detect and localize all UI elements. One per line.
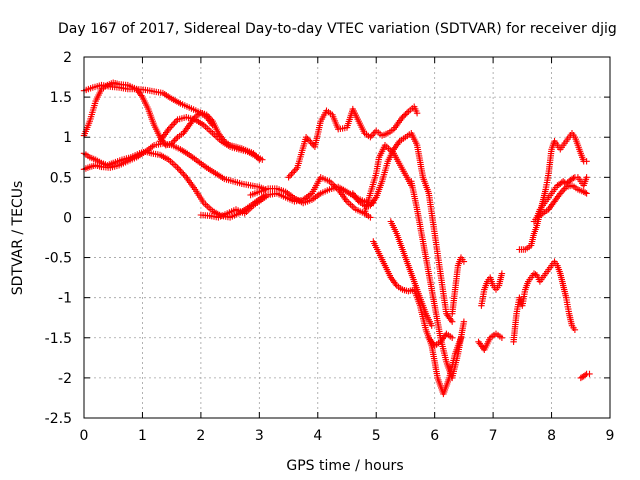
series-4 <box>80 140 269 193</box>
data-point <box>400 112 408 119</box>
x-tick-label: 2 <box>196 428 205 444</box>
data-point <box>168 122 175 130</box>
data-point <box>308 140 316 147</box>
data-point <box>571 326 579 333</box>
series-14 <box>425 330 456 349</box>
series-5 <box>156 114 266 163</box>
data-point <box>399 114 406 121</box>
data-point <box>460 258 468 265</box>
chart-title: Day 167 of 2017, Sidereal Day-to-day VTE… <box>58 21 617 37</box>
data-point <box>180 170 187 178</box>
series-9 <box>349 130 456 325</box>
x-tick-label: 6 <box>430 428 439 444</box>
series-16 <box>475 330 506 353</box>
axis-ticks <box>83 56 611 419</box>
series-17 <box>478 270 506 309</box>
y-tick-label: 0.5 <box>50 170 72 186</box>
data-point <box>449 334 456 341</box>
x-tick-label: 9 <box>606 428 615 444</box>
x-tick-label: 3 <box>255 428 264 444</box>
data-point <box>169 121 177 128</box>
data-point <box>177 167 184 175</box>
data-point <box>289 169 297 176</box>
data-point <box>367 214 374 221</box>
y-tick-label: 2 <box>63 50 72 66</box>
y-tick-label: -2.5 <box>45 411 72 427</box>
y-tick-label: -1.5 <box>45 331 72 347</box>
data-point <box>577 374 584 382</box>
x-tick-label: 8 <box>547 428 556 444</box>
data-point <box>583 158 590 165</box>
x-axis-label: GPS time / hours <box>286 458 403 474</box>
data-point <box>285 174 292 181</box>
y-tick-label: -2 <box>58 371 72 387</box>
data-point <box>171 119 178 126</box>
data-point <box>172 135 180 142</box>
data-point <box>209 122 216 129</box>
series-20 <box>530 174 590 225</box>
y-tick-label: -1 <box>58 291 72 307</box>
y-tick-label: 1 <box>63 130 72 146</box>
y-tick-label: 0 <box>63 210 72 226</box>
series-12 <box>387 218 435 329</box>
data-point <box>175 166 183 173</box>
data-point <box>413 110 421 117</box>
y-tick-label: -0.5 <box>45 251 72 267</box>
data-point <box>582 371 589 379</box>
y-axis-label: SDTVAR / TECUs <box>10 181 26 296</box>
series-2 <box>80 79 216 149</box>
data-point <box>460 318 468 325</box>
data-point <box>286 172 294 179</box>
data-points <box>80 79 593 398</box>
series-8 <box>285 103 421 181</box>
x-tick-label: 7 <box>489 428 498 444</box>
data-point <box>428 322 435 329</box>
data-point <box>259 156 266 163</box>
data-point <box>288 170 295 178</box>
plot-frame <box>83 56 611 419</box>
x-tick-label: 0 <box>80 428 89 444</box>
y-tick-label: 1.5 <box>50 90 72 106</box>
series-15 <box>449 254 468 317</box>
series-22 <box>577 370 593 382</box>
data-point <box>449 318 456 325</box>
x-tick-labels: 0 1 2 3 4 5 6 7 8 9 <box>80 428 615 444</box>
data-point <box>583 174 590 181</box>
data-point <box>498 270 506 277</box>
data-point <box>178 169 186 176</box>
data-point <box>171 137 178 144</box>
series-18 <box>510 258 579 345</box>
data-point <box>368 132 375 139</box>
data-point <box>291 167 298 175</box>
data-point <box>498 334 506 341</box>
data-point <box>570 174 577 182</box>
series-13 <box>408 178 468 382</box>
series-10 <box>361 142 415 217</box>
data-point <box>583 190 590 197</box>
x-tick-label: 1 <box>138 428 147 444</box>
data-point <box>402 111 409 118</box>
series-21 <box>533 182 590 221</box>
x-tick-label: 4 <box>313 428 322 444</box>
data-point <box>582 189 589 196</box>
data-point <box>305 137 313 144</box>
x-tick-label: 5 <box>372 428 381 444</box>
data-point <box>560 187 567 194</box>
data-point <box>586 370 593 378</box>
data-point <box>403 109 411 117</box>
y-tick-labels: -2.5 -2 -1.5 -1 -0.5 0 0.5 1 1.5 2 <box>45 50 72 427</box>
